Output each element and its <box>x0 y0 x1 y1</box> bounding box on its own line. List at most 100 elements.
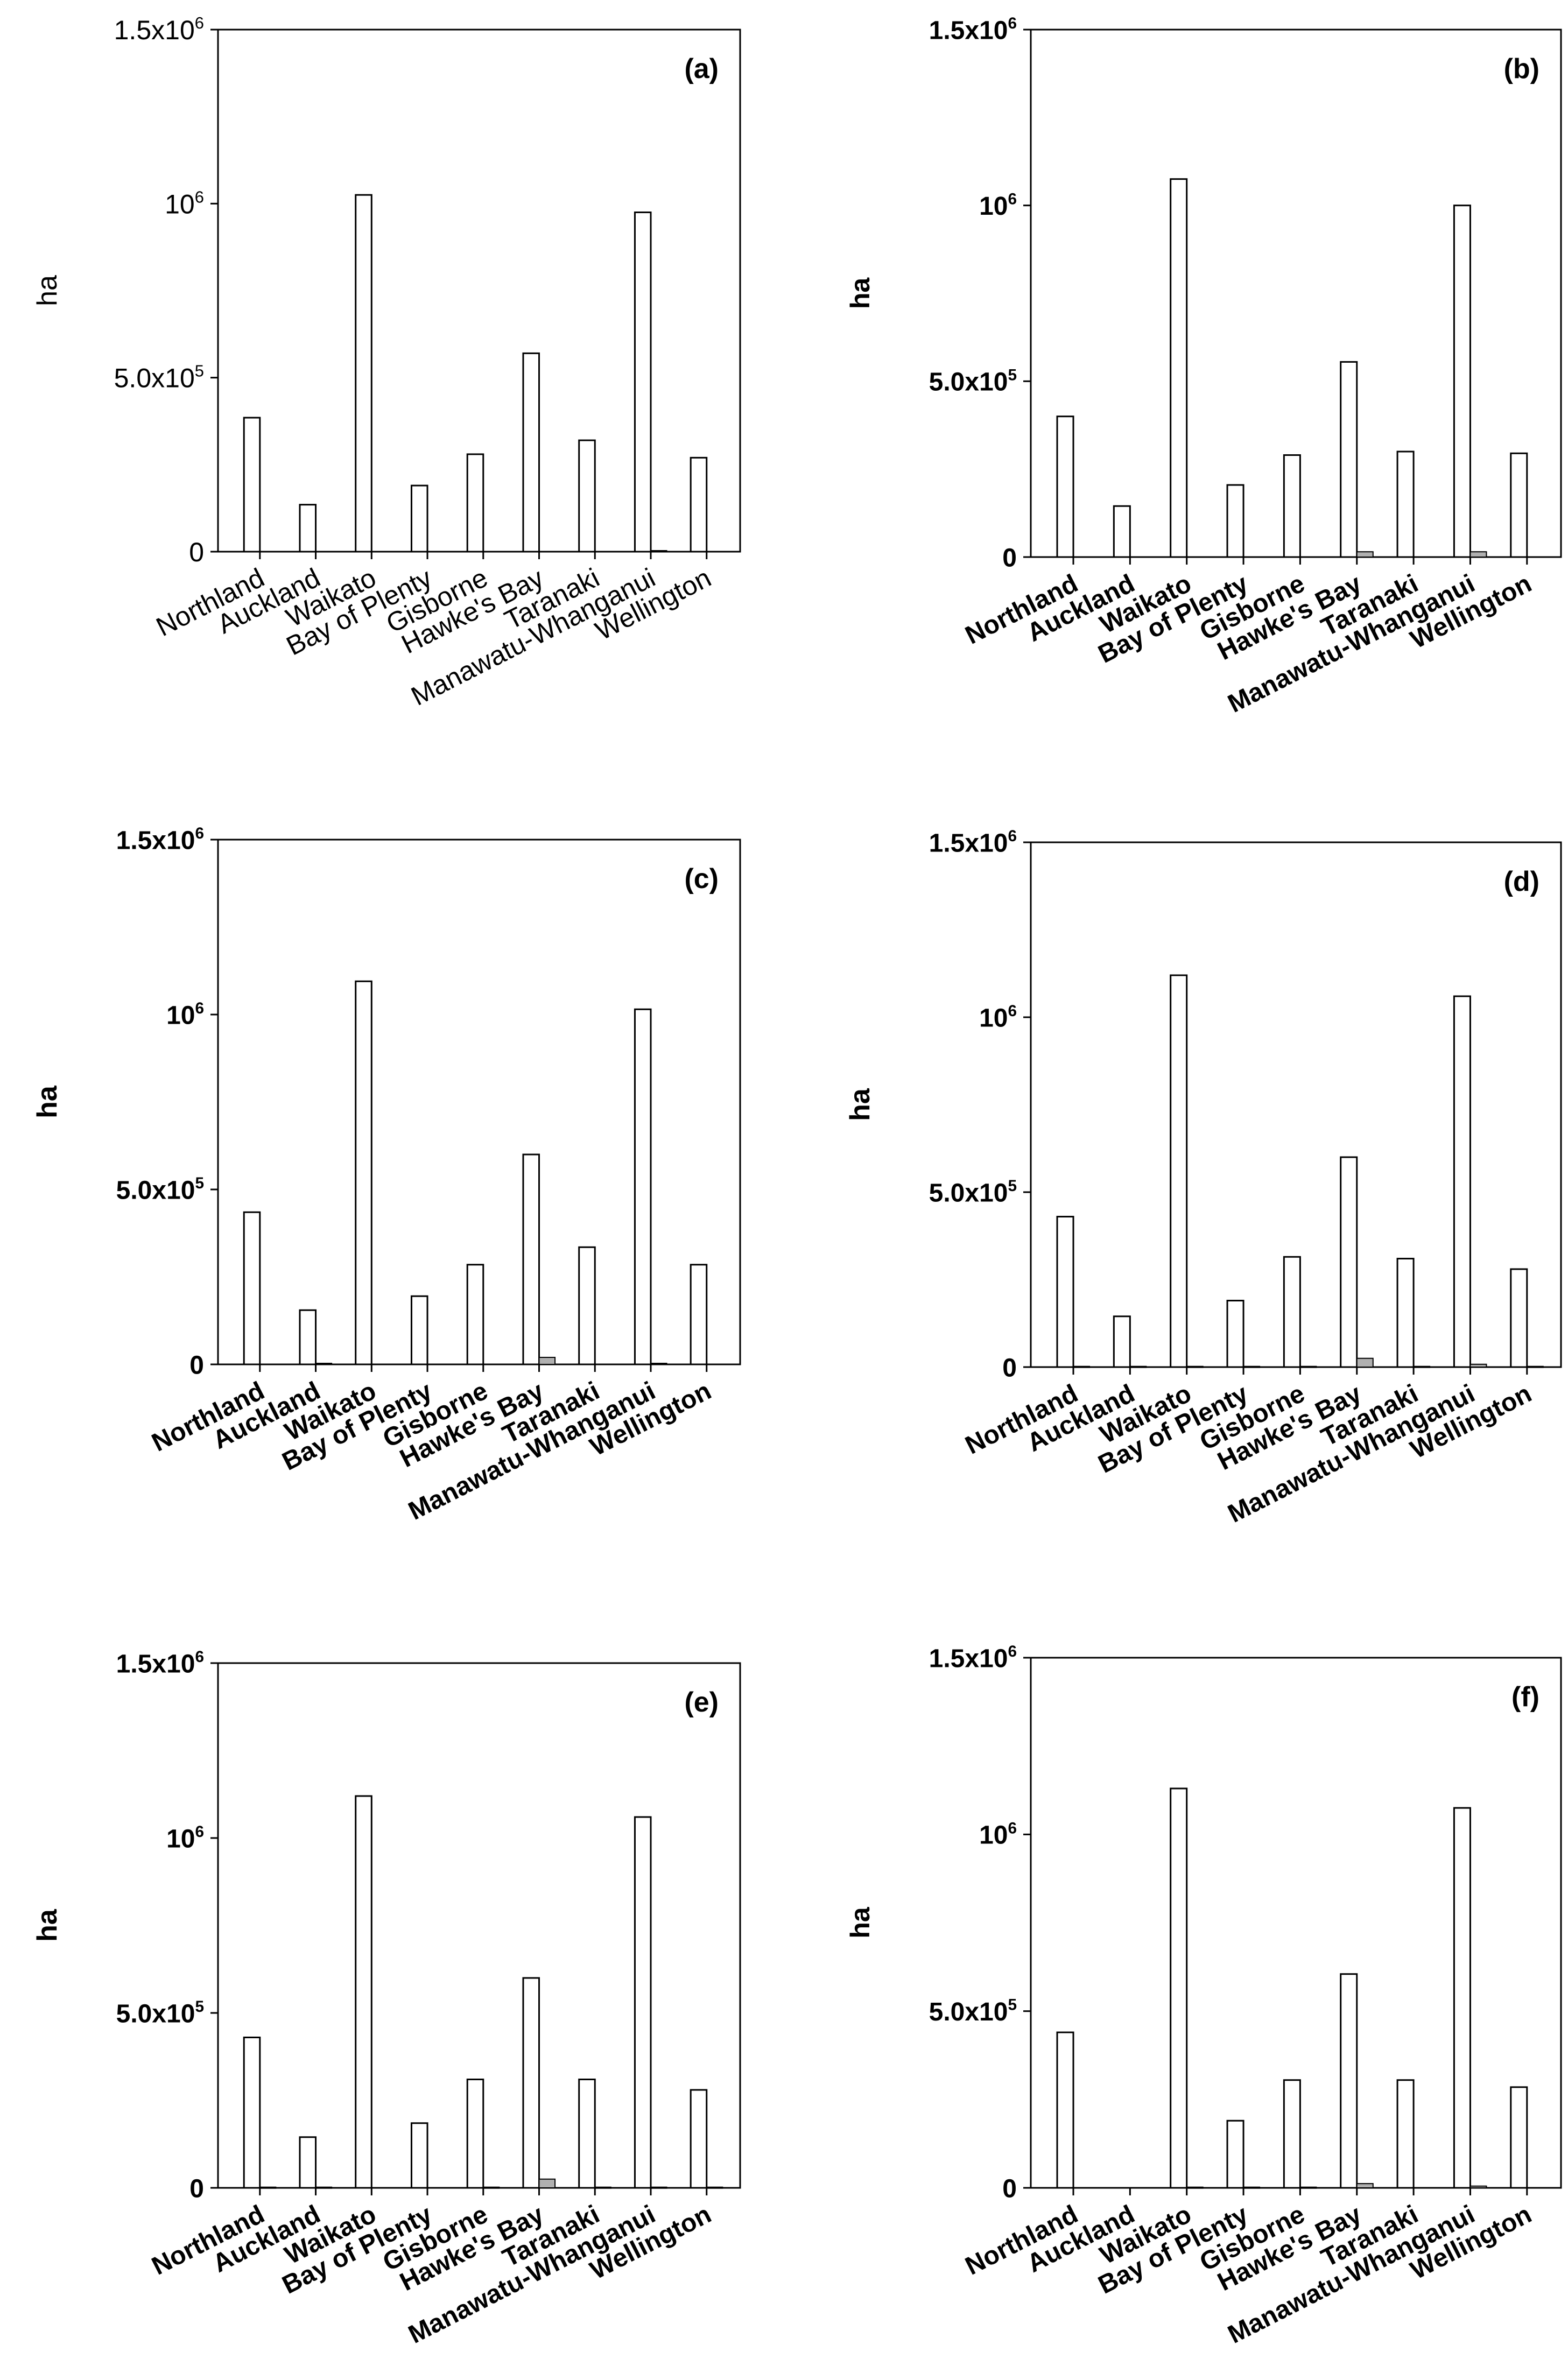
y-axis-label: ha <box>32 1085 63 1118</box>
panel-c: 05.0x1051061.5x106ha(c)NorthlandAuckland… <box>32 825 741 1526</box>
bar-secondary-hawke-s-bay <box>1356 2183 1374 2189</box>
y-tick-label: 5.0x105 <box>114 362 204 393</box>
bar-northland <box>243 2037 261 2189</box>
bar-wellington <box>1510 452 1528 558</box>
bar-northland <box>1056 1216 1074 1368</box>
bar-secondary-hawke-s-bay <box>538 2178 556 2188</box>
y-tick-label: 1.5x106 <box>116 825 204 855</box>
y-tick-label: 0 <box>189 537 204 567</box>
bar-taranaki <box>578 2079 596 2189</box>
bar-auckland <box>1113 1315 1131 1368</box>
bar-secondary-manawatu-whanganui <box>650 550 667 553</box>
bar-northland <box>1056 2031 1074 2189</box>
bar-auckland <box>299 504 317 553</box>
bar-secondary-hawke-s-bay <box>1356 551 1374 558</box>
bar-secondary-bay-of-plenty <box>1243 2186 1261 2189</box>
bar-auckland <box>299 2136 317 2189</box>
bar-secondary-auckland <box>1129 1365 1147 1368</box>
bar-manawatu-whanganui <box>1453 205 1471 558</box>
bar-hawke-s-bay <box>1340 1973 1358 2189</box>
bar-secondary-gisborne <box>482 2186 500 2189</box>
bar-waikato <box>1170 178 1188 558</box>
panel-title: (b) <box>1504 53 1539 85</box>
y-tick-label: 0 <box>189 1351 204 1379</box>
bar-hawke-s-bay <box>522 1153 540 1365</box>
panel-title: (d) <box>1504 866 1539 897</box>
y-tick-label: 0 <box>189 2174 204 2203</box>
y-tick-label: 1.5x106 <box>116 1648 204 1678</box>
bar-taranaki <box>1396 2079 1415 2189</box>
bar-secondary-manawatu-whanganui <box>650 1363 667 1365</box>
y-axis-label: ha <box>845 1906 875 1939</box>
y-tick-label: 1.5x106 <box>929 1643 1017 1673</box>
y-tick-label: 106 <box>979 191 1017 221</box>
bar-manawatu-whanganui <box>1453 1807 1471 2189</box>
panel-title: (e) <box>684 1687 719 1718</box>
bar-secondary-hawke-s-bay <box>538 1357 556 1365</box>
bar-secondary-auckland <box>315 2186 333 2189</box>
y-tick-label: 106 <box>166 1823 204 1853</box>
bar-secondary-manawatu-whanganui <box>1469 2185 1487 2188</box>
bar-gisborne <box>466 1264 484 1365</box>
bar-bay-of-plenty <box>1226 2120 1244 2189</box>
bar-hawke-s-bay <box>1340 1156 1358 1368</box>
y-tick-label: 106 <box>165 187 204 219</box>
bar-wellington <box>690 1264 708 1365</box>
bar-secondary-manawatu-whanganui <box>650 2186 667 2189</box>
y-axis-label: ha <box>32 275 63 306</box>
bar-taranaki <box>578 1246 596 1365</box>
y-tick-label: 1.5x106 <box>114 13 204 45</box>
bar-secondary-auckland <box>315 1363 333 1365</box>
y-tick-label: 5.0x105 <box>116 1998 204 2028</box>
bar-wellington <box>690 456 708 553</box>
y-tick-label: 5.0x105 <box>116 1174 204 1205</box>
bar-secondary-northland <box>1073 1365 1091 1368</box>
y-tick-label: 5.0x105 <box>929 1996 1017 2026</box>
panel-title: (c) <box>684 863 719 895</box>
bar-bay-of-plenty <box>410 2122 428 2189</box>
bar-gisborne <box>1283 2079 1301 2189</box>
bar-auckland <box>299 1309 317 1365</box>
bar-secondary-bay-of-plenty <box>1243 1365 1261 1368</box>
panel-title: (a) <box>684 53 719 85</box>
y-tick-label: 1.5x106 <box>929 15 1017 45</box>
bar-bay-of-plenty <box>1226 1300 1244 1368</box>
bar-bay-of-plenty <box>410 484 428 553</box>
bar-gisborne <box>1283 454 1301 558</box>
y-axis-label: ha <box>845 1088 876 1121</box>
bar-hawke-s-bay <box>522 352 540 553</box>
bar-northland <box>1056 416 1074 558</box>
bar-gisborne <box>466 453 484 553</box>
y-tick-label: 5.0x105 <box>929 366 1017 396</box>
panel-f: 05.0x1051061.5x106ha(f)NorthlandAuckland… <box>845 1643 1562 2349</box>
bar-secondary-waikato <box>1186 2186 1204 2189</box>
panel-b: 05.0x1051061.5x106ha(b)NorthlandAuckland… <box>845 15 1562 719</box>
bar-waikato <box>355 194 372 553</box>
bar-secondary-taranaki <box>1413 1365 1431 1368</box>
bar-manawatu-whanganui <box>634 1816 652 2189</box>
bar-gisborne <box>466 2079 484 2189</box>
bar-taranaki <box>1396 1258 1415 1368</box>
bar-northland <box>243 1211 261 1365</box>
bar-wellington <box>1510 2086 1528 2189</box>
bar-secondary-gisborne <box>1299 2186 1317 2189</box>
y-tick-label: 0 <box>1002 1354 1017 1382</box>
bar-secondary-hawke-s-bay <box>1356 1357 1374 1368</box>
panel-d: 05.0x1051061.5x106ha(d)NorthlandAuckland… <box>845 827 1562 1529</box>
bar-waikato <box>1170 974 1188 1368</box>
bar-northland <box>243 417 261 553</box>
y-axis-label: ha <box>32 1909 63 1942</box>
bar-secondary-wellington <box>706 2186 723 2189</box>
bar-wellington <box>690 2089 708 2189</box>
bar-hawke-s-bay <box>522 1977 540 2189</box>
bar-waikato <box>355 1795 372 2189</box>
bar-manawatu-whanganui <box>634 1008 652 1365</box>
bar-secondary-northland <box>259 2186 277 2189</box>
y-tick-label: 1.5x106 <box>929 827 1017 857</box>
y-tick-label: 0 <box>1002 2174 1017 2203</box>
bar-secondary-manawatu-whanganui <box>1469 1363 1487 1368</box>
bar-secondary-manawatu-whanganui <box>1469 551 1487 558</box>
bar-wellington <box>1510 1268 1528 1368</box>
